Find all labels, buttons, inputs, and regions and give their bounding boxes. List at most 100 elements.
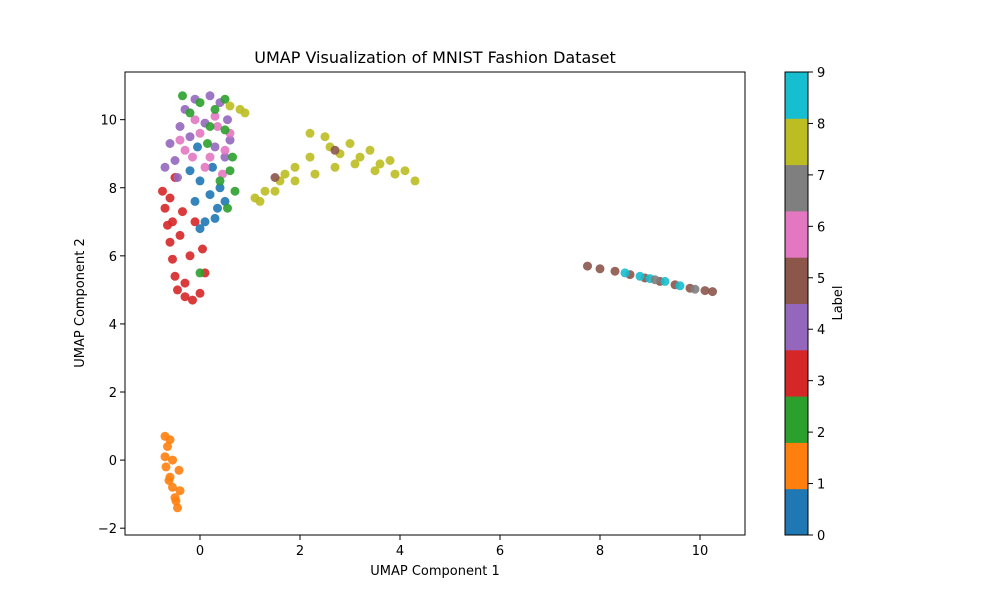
scatter-point-label-3: [175, 230, 185, 240]
scatter-point-label-6: [200, 162, 210, 172]
scatter-point-label-1: [161, 462, 171, 472]
scatter-point-label-1: [171, 496, 181, 506]
colorbar-tick-label: 7: [817, 169, 825, 184]
scatter-point-label-3: [180, 292, 190, 302]
scatter-point-label-4: [223, 115, 232, 125]
scatter-point-label-8: [270, 186, 280, 196]
scatter-point-label-2: [225, 166, 235, 176]
scatter-point-label-2: [215, 176, 225, 186]
x-tick-label: 0: [196, 544, 204, 559]
scatter-point-label-8: [400, 166, 410, 176]
scatter-point-label-8: [255, 196, 265, 206]
x-tick-label: 6: [496, 544, 504, 559]
colorbar-segment-9: [785, 72, 808, 119]
colorbar-tick-label: 4: [817, 323, 825, 338]
scatter-point-label-8: [410, 176, 420, 186]
scatter-point-label-6: [195, 128, 205, 138]
scatter-point-label-2: [185, 108, 195, 118]
scatter-point-label-0: [215, 183, 225, 193]
colorbar-segment-3: [785, 349, 808, 397]
x-tick-label: 2: [296, 544, 304, 559]
colorbar: 0 1 2 3 4 5 6 7 8 9: [785, 66, 825, 544]
scatter-point-label-7: [650, 275, 660, 285]
scatter-point-label-3: [170, 271, 180, 281]
scatter-point-label-3: [198, 244, 207, 254]
scatter-point-label-2: [195, 98, 205, 108]
colorbar-tick-label: 3: [817, 375, 825, 390]
y-tick-label: 8: [109, 182, 117, 197]
scatter-point-label-0: [220, 196, 230, 206]
scatter-point-label-8: [320, 132, 330, 142]
scatter-point-label-4: [170, 156, 180, 165]
colorbar-segment-7: [785, 164, 808, 212]
scatter-point-label-6: [190, 115, 200, 125]
scatter-point-label-1: [168, 455, 177, 465]
scatter-points: [158, 91, 717, 513]
scatter-point-label-6: [180, 145, 190, 155]
scatter-point-label-4: [205, 91, 215, 101]
x-tick-label: 10: [692, 544, 709, 559]
scatter-point-label-0: [208, 162, 217, 172]
y-tick-label: 10: [100, 114, 117, 129]
scatter-point-label-3: [195, 288, 205, 298]
scatter-point-label-5: [583, 261, 592, 271]
colorbar-tick-label: 5: [817, 272, 825, 287]
scatter-point-label-9: [675, 281, 685, 291]
scatter-point-label-3: [185, 251, 195, 261]
scatter-point-label-1: [175, 486, 185, 496]
scatter-point-label-0: [205, 190, 215, 200]
scatter-point-label-4: [210, 142, 220, 152]
scatter-point-label-2: [178, 91, 187, 101]
scatter-point-label-0: [193, 142, 202, 152]
scatter-point-label-0: [195, 224, 205, 234]
scatter-point-label-4: [225, 135, 235, 145]
x-tick-label: 4: [396, 544, 404, 559]
y-axis-label: UMAP Component 2: [73, 238, 88, 367]
scatter-point-label-9: [620, 268, 630, 278]
colorbar-tick-label: 8: [817, 117, 825, 132]
scatter-point-label-6: [188, 152, 197, 162]
scatter-point-label-8: [290, 176, 300, 186]
colorbar-segment-6: [785, 210, 808, 258]
colorbar-tick-label: 2: [817, 426, 825, 441]
scatter-point-label-4: [165, 139, 175, 148]
scatter-point-label-8: [305, 128, 315, 138]
scatter-point-label-4: [160, 162, 170, 172]
scatter-point-label-3: [180, 278, 190, 288]
colorbar-frame: [784, 71, 809, 536]
scatter-point-label-1: [160, 452, 170, 462]
colorbar-label: Label: [831, 285, 846, 320]
scatter-point-label-8: [290, 162, 300, 172]
scatter-point-label-3: [190, 217, 200, 227]
scatter-point-label-1: [168, 482, 177, 492]
y-tick-label: −2: [98, 522, 117, 537]
scatter-point-label-5: [270, 173, 280, 182]
scatter-point-label-0: [190, 196, 200, 206]
scatter-point-label-3: [158, 186, 167, 196]
scatter-point-label-2: [220, 94, 230, 104]
scatter-point-label-8: [365, 145, 375, 155]
colorbar-segment-8: [785, 118, 808, 166]
colorbar-segment-5: [785, 257, 808, 304]
scatter-point-label-4: [220, 152, 230, 162]
scatter-point-label-0: [200, 217, 210, 227]
x-tick-label: 8: [596, 544, 604, 559]
scatter-point-label-4: [185, 132, 195, 142]
scatter-point-label-8: [280, 169, 290, 179]
scatter-point-label-5: [610, 266, 620, 276]
scatter-point-label-6: [175, 135, 185, 145]
scatter-point-label-1: [163, 442, 172, 451]
x-axis: 0 2 4 6 8 10: [196, 535, 708, 559]
scatter-point-label-8: [310, 169, 320, 179]
scatter-point-label-1: [174, 465, 184, 475]
scatter-point-label-8: [240, 108, 250, 118]
scatter-point-label-3: [165, 193, 175, 203]
scatter-point-label-2: [203, 139, 212, 148]
colorbar-tick-label: 1: [817, 478, 825, 493]
scatter-point-label-6: [210, 111, 220, 121]
scatter-point-label-0: [195, 176, 205, 186]
scatter-point-label-3: [173, 285, 182, 295]
colorbar-tick-label: 6: [817, 220, 825, 235]
scatter-point-label-5: [330, 145, 340, 155]
scatter-point-label-8: [355, 152, 365, 162]
